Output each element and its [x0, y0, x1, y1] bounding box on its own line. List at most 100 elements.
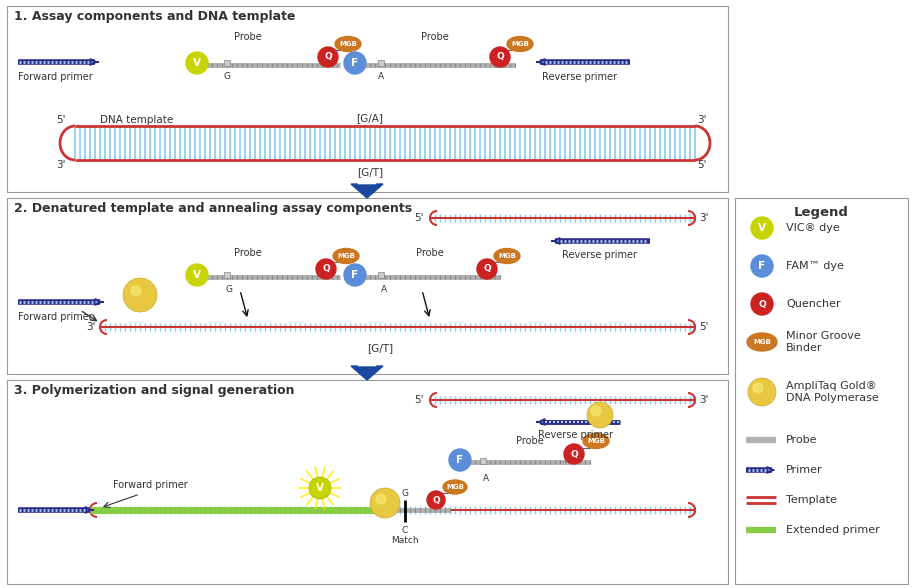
- Text: MGB: MGB: [446, 484, 464, 490]
- Bar: [224, 60, 230, 66]
- Circle shape: [748, 378, 776, 406]
- Circle shape: [344, 264, 366, 286]
- Circle shape: [376, 494, 386, 504]
- Ellipse shape: [747, 333, 777, 351]
- Ellipse shape: [443, 480, 467, 494]
- Text: 3': 3': [87, 322, 96, 332]
- Circle shape: [490, 47, 510, 67]
- Text: Q: Q: [324, 52, 331, 62]
- Text: Primer: Primer: [786, 465, 823, 475]
- Circle shape: [587, 402, 613, 428]
- Text: Reverse primer: Reverse primer: [542, 72, 617, 82]
- Text: MGB: MGB: [511, 41, 529, 47]
- Text: Q: Q: [570, 449, 578, 459]
- Circle shape: [344, 52, 366, 74]
- FancyArrow shape: [351, 366, 383, 380]
- Text: Extended primer: Extended primer: [786, 525, 880, 535]
- Text: 5': 5': [415, 213, 424, 223]
- Bar: [378, 60, 384, 66]
- Circle shape: [591, 406, 601, 416]
- Text: [G/T]: [G/T]: [367, 343, 394, 353]
- Text: MGB: MGB: [339, 41, 357, 47]
- Circle shape: [186, 52, 208, 74]
- Text: 5': 5': [415, 395, 424, 405]
- Text: Q: Q: [483, 265, 491, 273]
- Ellipse shape: [583, 433, 609, 449]
- Text: V: V: [316, 483, 324, 493]
- Ellipse shape: [494, 249, 520, 263]
- Text: 5': 5': [57, 115, 66, 125]
- Text: Forward primer: Forward primer: [112, 480, 187, 490]
- Text: MGB: MGB: [753, 339, 771, 345]
- Text: F: F: [456, 455, 464, 465]
- Text: AmpliTaq Gold®
DNA Polymerase: AmpliTaq Gold® DNA Polymerase: [786, 381, 878, 403]
- Circle shape: [751, 255, 773, 277]
- Text: C: C: [402, 526, 408, 535]
- Text: [G/A]: [G/A]: [356, 113, 383, 123]
- Text: 2. Denatured template and annealing assay components: 2. Denatured template and annealing assa…: [14, 202, 412, 215]
- FancyArrow shape: [351, 184, 383, 198]
- Text: Forward primer: Forward primer: [17, 312, 92, 322]
- Text: Probe: Probe: [786, 435, 817, 445]
- Text: Legend: Legend: [793, 206, 848, 219]
- Text: Reverse primer: Reverse primer: [538, 430, 613, 440]
- Text: VIC® dye: VIC® dye: [786, 223, 840, 233]
- Text: Probe: Probe: [516, 436, 544, 446]
- Text: 1. Assay components and DNA template: 1. Assay components and DNA template: [14, 10, 296, 23]
- Text: Match: Match: [391, 536, 419, 545]
- Text: A: A: [378, 72, 384, 81]
- Text: V: V: [193, 58, 201, 68]
- Text: [G/T]: [G/T]: [357, 167, 383, 177]
- Text: A: A: [381, 285, 387, 294]
- Circle shape: [751, 293, 773, 315]
- Text: Q: Q: [322, 265, 330, 273]
- Ellipse shape: [333, 249, 359, 263]
- Text: V: V: [193, 270, 201, 280]
- Text: Probe: Probe: [416, 248, 444, 258]
- Bar: [224, 272, 230, 278]
- Text: Quencher: Quencher: [786, 299, 841, 309]
- Text: Probe: Probe: [234, 32, 262, 42]
- Text: G: G: [224, 72, 230, 81]
- Circle shape: [427, 491, 445, 509]
- Text: Q: Q: [432, 496, 440, 505]
- Text: 5': 5': [699, 322, 708, 332]
- Bar: [7, 198, 728, 374]
- Text: 3': 3': [697, 115, 707, 125]
- Text: G: G: [402, 489, 408, 498]
- Text: 5': 5': [697, 160, 707, 170]
- Text: V: V: [758, 223, 766, 233]
- Text: 3': 3': [699, 213, 708, 223]
- Text: Forward primer: Forward primer: [17, 72, 92, 82]
- Text: 3. Polymerization and signal generation: 3. Polymerization and signal generation: [14, 384, 295, 397]
- Circle shape: [123, 278, 157, 312]
- Circle shape: [186, 264, 208, 286]
- Text: F: F: [352, 58, 359, 68]
- Text: Minor Groove
Binder: Minor Groove Binder: [786, 331, 861, 353]
- Text: Q: Q: [758, 299, 766, 309]
- Circle shape: [131, 286, 141, 296]
- Text: Q: Q: [496, 52, 504, 62]
- Circle shape: [751, 217, 773, 239]
- Text: MGB: MGB: [337, 253, 355, 259]
- Circle shape: [316, 259, 336, 279]
- Text: 3': 3': [699, 395, 708, 405]
- Bar: [7, 6, 728, 192]
- Ellipse shape: [507, 36, 533, 52]
- Text: F: F: [759, 261, 766, 271]
- Text: Reverse primer: Reverse primer: [562, 250, 637, 260]
- Circle shape: [477, 259, 497, 279]
- Ellipse shape: [335, 36, 361, 52]
- Text: A: A: [483, 474, 489, 483]
- Text: DNA template: DNA template: [100, 115, 173, 125]
- Text: Probe: Probe: [234, 248, 262, 258]
- Bar: [7, 380, 728, 584]
- Text: FAM™ dye: FAM™ dye: [786, 261, 844, 271]
- Bar: [480, 458, 486, 464]
- Text: G: G: [226, 285, 233, 294]
- Circle shape: [564, 444, 584, 464]
- Bar: [735, 198, 908, 584]
- Text: Probe: Probe: [421, 32, 449, 42]
- Bar: [378, 272, 384, 278]
- Text: Template: Template: [786, 495, 837, 505]
